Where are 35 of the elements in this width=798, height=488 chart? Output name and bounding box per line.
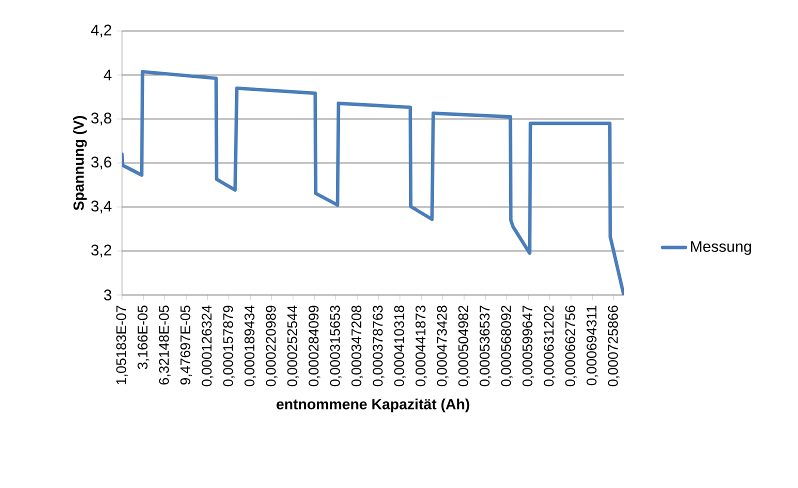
x-tick-label: 0,000189434 bbox=[244, 305, 256, 386]
x-tick-label: 0,000441873 bbox=[416, 306, 428, 386]
x-tick-label: 1,05183E-07 bbox=[116, 306, 128, 384]
x-tick-label: 6,32148E-05 bbox=[158, 306, 171, 384]
x-tick-label: 9,47697E-05 bbox=[180, 306, 192, 385]
x-tick-label: 3,166E-05 bbox=[138, 306, 150, 370]
x-tick-label: 0,000315653 bbox=[330, 306, 342, 386]
y-tick-label: 3 bbox=[104, 290, 112, 300]
x-tick-label: 0,000504982 bbox=[458, 306, 470, 386]
y-tick-label: 4,2 bbox=[91, 24, 112, 38]
x-tick-label: 0,000220989 bbox=[266, 306, 278, 386]
x-tick-label: 0,000662756 bbox=[565, 306, 577, 386]
y-tick-label: 3,2 bbox=[91, 244, 112, 258]
y-tick-label: 3,8 bbox=[91, 112, 112, 126]
x-axis-title: entnommene Kapazität (Ah) bbox=[276, 398, 470, 412]
legend-label: Messung bbox=[691, 241, 751, 255]
x-tick-label: 0,000410318 bbox=[394, 306, 406, 386]
y-axis-title: Spannung (V) bbox=[73, 116, 87, 210]
x-tick-label: 0,000599647 bbox=[522, 306, 534, 386]
x-tick-label: 0,000284099 bbox=[308, 306, 320, 386]
x-tick-label: 0,000157879 bbox=[223, 306, 235, 386]
y-tick-label: 3,6 bbox=[91, 156, 112, 170]
y-tick-label: 4 bbox=[104, 70, 112, 80]
x-tick-label: 0,000347208 bbox=[351, 306, 363, 386]
x-tick-label: 0,000536537 bbox=[480, 306, 492, 386]
x-tick-label: 0,000568092 bbox=[501, 306, 513, 386]
x-tick-label: 0,000694311 bbox=[586, 306, 598, 386]
x-tick-label: 0,000725866 bbox=[608, 306, 620, 386]
x-tick-label: 0,000378763 bbox=[372, 306, 384, 386]
x-tick-label: 0,000252544 bbox=[287, 305, 299, 386]
x-tick-label: 0,000631202 bbox=[544, 306, 556, 386]
x-tick-label: 0,000473428 bbox=[436, 306, 448, 386]
x-tick-label: 0,000126324 bbox=[202, 305, 214, 386]
line-series bbox=[122, 70, 624, 295]
y-tick-label: 3,4 bbox=[91, 200, 112, 214]
